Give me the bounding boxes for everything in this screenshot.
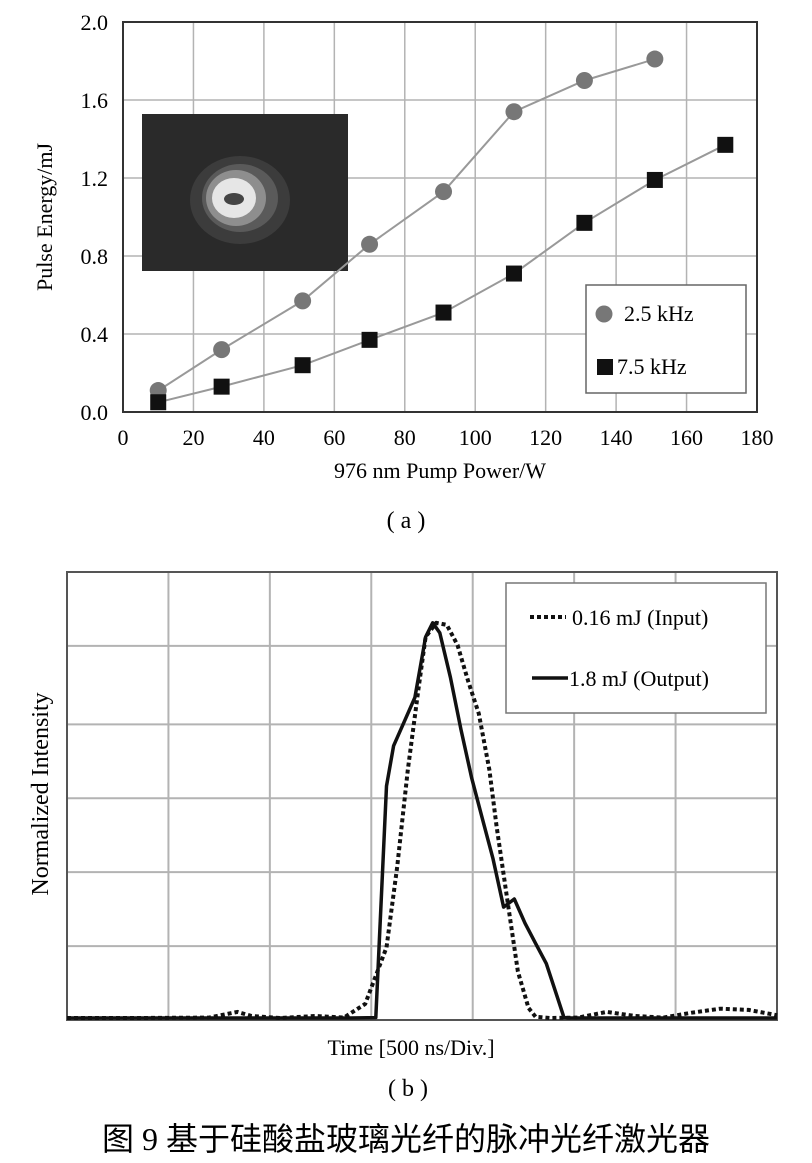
beam-profile-inset (142, 114, 348, 271)
panel-a-x-tick-label: 180 (741, 425, 774, 450)
panel-b-label: ( b ) (388, 1076, 428, 1102)
point-7-5khz (213, 378, 230, 395)
panel-a-label: ( a ) (387, 508, 426, 534)
legend-label-7-5khz: 7.5 kHz (617, 354, 687, 379)
panel-b-chart: 0.16 mJ (Input) 1.8 mJ (Output) Time [500… (28, 571, 778, 1102)
panel-a-x-tick-label: 20 (182, 425, 204, 450)
panel-b-y-axis-label: Normalized Intensity (28, 692, 54, 895)
panel-a-chart: 0 20 40 60 80 100 120 140 160 180 0.0 0.4 0.8 1.2 1.6 2… (32, 10, 774, 534)
series-line-2-5khz (157, 58, 656, 392)
panel-a-x-tick-label: 140 (600, 425, 633, 450)
point-7-5khz (576, 214, 593, 231)
panel-b-legend: 0.16 mJ (Input) 1.8 mJ (Output) (505, 582, 767, 714)
legend-label-2-5khz: 2.5 kHz (624, 301, 694, 326)
panel-a-y-tick-label: 1.6 (81, 88, 109, 113)
panel-b-plot-frame (66, 571, 778, 1021)
panel-a-x-tick-label: 160 (670, 425, 703, 450)
panel-a-x-tick-label: 60 (323, 425, 345, 450)
panel-a-x-tick-label: 40 (253, 425, 275, 450)
panel-a-plot-frame (122, 21, 758, 413)
panel-b-x-axis-label: Time [500 ns/Div.] (327, 1035, 494, 1060)
point-2-5khz (361, 235, 379, 253)
point-2-5khz (505, 103, 523, 121)
point-7-5khz (294, 357, 311, 374)
panel-a-y-tick-label: 1.2 (81, 166, 109, 191)
panel-a-y-tick-label: 0.8 (81, 244, 109, 269)
point-2-5khz (575, 72, 593, 89)
panel-b-legend-box (505, 582, 767, 714)
trace-output-solid (67, 621, 777, 1020)
point-7-5khz (646, 171, 663, 188)
panel-a-y-tick-label: 0.4 (81, 322, 109, 347)
panel-a-x-tick-label: 80 (394, 425, 416, 450)
legend-label-input: 0.16 mJ (Input) (572, 605, 708, 630)
point-7-5khz (361, 331, 378, 348)
panel-a-x-tick-label: 100 (459, 425, 492, 450)
legend-label-output: 1.8 mJ (Output) (569, 666, 709, 691)
panel-a-y-tick-label: 0.0 (81, 400, 109, 425)
point-7-5khz (505, 265, 522, 282)
legend-marker-circle (595, 305, 613, 323)
panel-a-x-axis-label: 976 nm Pump Power/W (334, 458, 546, 483)
panel-a-y-axis-label: Pulse Energy/mJ (32, 143, 57, 292)
panel-a-y-tick-label: 2.0 (81, 10, 109, 35)
panel-a-x-tick-label: 0 (118, 425, 129, 450)
panel-a-x-tick-label: 120 (529, 425, 562, 450)
point-2-5khz (646, 50, 664, 68)
point-2-5khz (435, 183, 453, 201)
panel-a-series (149, 50, 734, 411)
inset-core-dark (224, 193, 244, 205)
legend-marker-square (597, 359, 613, 375)
point-7-5khz (435, 304, 452, 321)
point-7-5khz (717, 136, 734, 153)
point-2-5khz (213, 341, 231, 359)
panel-a-legend: 2.5 kHz 7.5 kHz (585, 284, 747, 394)
point-2-5khz (294, 292, 312, 310)
point-7-5khz (150, 394, 167, 411)
figure-caption: 图 9 基于硅酸盐玻璃光纤的脉冲光纤激光器 (102, 1121, 710, 1157)
panel-b-series (67, 620, 778, 1020)
panel-a-tick-labels: 0 20 40 60 80 100 120 140 160 180 0.0 0.4 0.8 1.2 1.6 2… (81, 10, 774, 450)
